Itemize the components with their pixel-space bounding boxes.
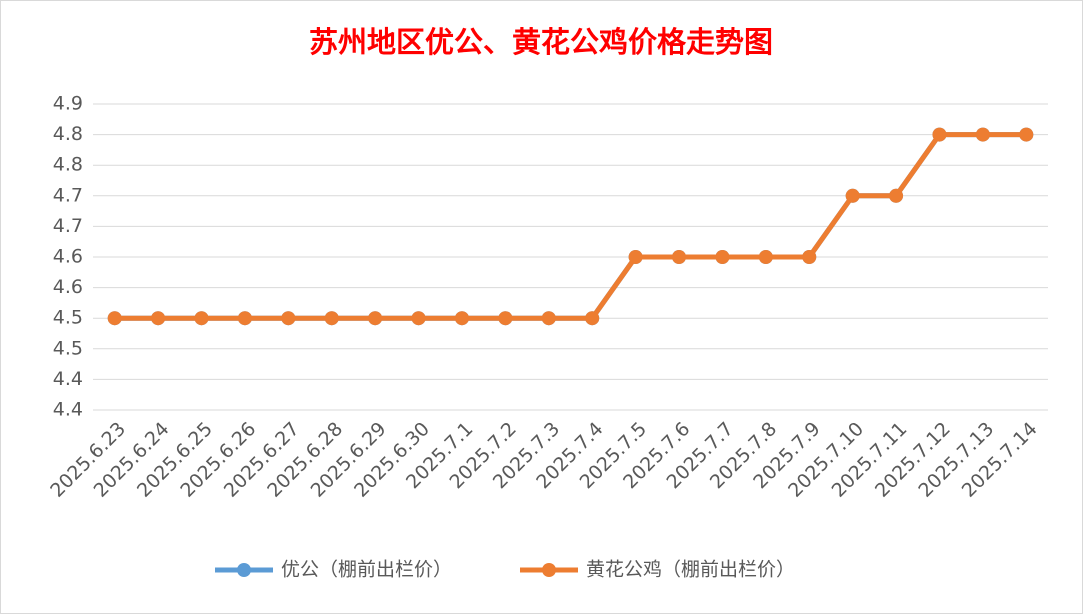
point xyxy=(715,250,730,264)
point xyxy=(324,311,339,326)
point xyxy=(932,127,947,142)
point xyxy=(368,311,383,326)
series-line xyxy=(114,132,1027,321)
legend-label: 黄花公鸡（棚前出栏价） xyxy=(586,559,795,581)
y-tick-label: 4.7 xyxy=(53,184,83,206)
point xyxy=(802,250,817,264)
y-tick-label: 4.6 xyxy=(53,246,83,268)
point xyxy=(498,311,513,326)
point xyxy=(107,311,122,326)
y-tick-label: 4.5 xyxy=(53,307,83,329)
y-tick-label: 4.9 xyxy=(53,93,83,115)
y-tick-label: 4.7 xyxy=(53,215,83,237)
legend-marker xyxy=(237,563,251,577)
point xyxy=(1019,127,1034,142)
point xyxy=(151,311,166,326)
point xyxy=(889,188,904,203)
legend-marker xyxy=(542,563,556,577)
point xyxy=(758,250,773,264)
y-tick-label: 4.6 xyxy=(53,276,83,298)
point xyxy=(194,311,209,326)
y-tick-label: 4.4 xyxy=(53,368,83,390)
point xyxy=(454,311,469,326)
point xyxy=(585,311,600,326)
y-tick-label: 4.4 xyxy=(53,399,83,421)
point xyxy=(975,127,990,142)
chart-title: 苏州地区优公、黄花公鸡价格走势图 xyxy=(309,25,773,59)
point xyxy=(281,311,296,326)
y-tick-label: 4.8 xyxy=(53,154,83,176)
point xyxy=(411,311,426,326)
point xyxy=(237,311,252,326)
legend-label: 优公（棚前出栏价） xyxy=(281,559,452,581)
y-tick-label: 4.5 xyxy=(53,337,83,359)
point xyxy=(845,188,860,203)
y-tick-label: 4.8 xyxy=(53,123,83,145)
point xyxy=(628,250,643,264)
point xyxy=(672,250,687,264)
point xyxy=(541,311,556,326)
